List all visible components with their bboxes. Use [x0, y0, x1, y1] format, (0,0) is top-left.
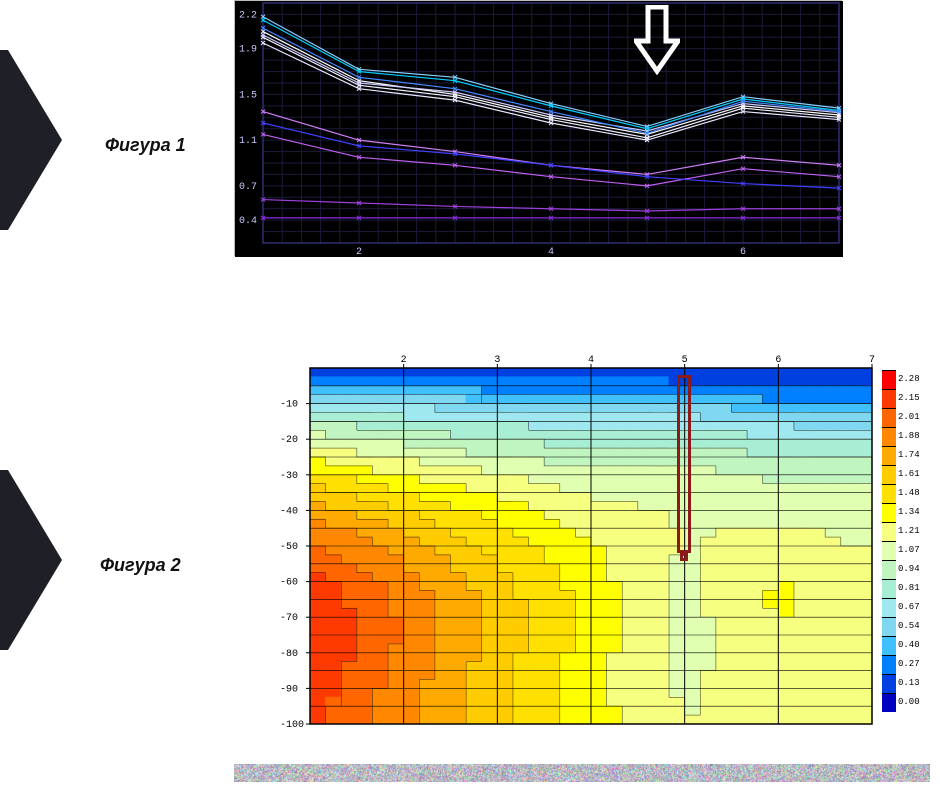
figure2-chart: 234567-10-20-30-40-50-60-70-80-90-100 2.…: [268, 350, 928, 730]
svg-text:1.5: 1.5: [239, 90, 257, 101]
svg-text:2.2: 2.2: [239, 10, 257, 21]
svg-text:1.1: 1.1: [239, 136, 257, 147]
svg-text:0.7: 0.7: [239, 182, 257, 193]
figure1-svg: 0.4 0.7 1.1 1.5 1.9 2.2 2 4 6: [235, 1, 843, 257]
legend-value: 1.21: [896, 527, 920, 536]
svg-text:-40: -40: [280, 506, 298, 517]
figure2-label: Фигура 2: [100, 555, 181, 576]
svg-text:-20: -20: [280, 435, 298, 446]
svg-text:-80: -80: [280, 649, 298, 660]
legend-value: 1.34: [896, 508, 920, 517]
svg-text:-100: -100: [280, 720, 304, 730]
svg-text:2: 2: [356, 247, 362, 257]
legend-value: 1.88: [896, 432, 920, 441]
legend-value: 0.00: [896, 698, 920, 707]
svg-text:-30: -30: [280, 471, 298, 482]
legend-value: 2.01: [896, 413, 920, 422]
noise-strip: [234, 764, 930, 782]
legend-value: 1.74: [896, 451, 920, 460]
legend-value: 0.94: [896, 565, 920, 574]
figure2-svg: 234567-10-20-30-40-50-60-70-80-90-100: [268, 350, 878, 730]
legend-value: 1.07: [896, 546, 920, 555]
svg-text:4: 4: [548, 247, 554, 257]
svg-text:-50: -50: [280, 542, 298, 553]
legend-value: 2.28: [896, 375, 920, 384]
svg-text:-60: -60: [280, 578, 298, 589]
svg-text:-70: -70: [280, 613, 298, 624]
legend-value: 0.13: [896, 679, 920, 688]
legend-value: 2.15: [896, 394, 920, 403]
color-legend: 2.28 2.15 2.01 1.88 1.74 1.61 1.48 1.34 1.21 1.07…: [882, 370, 928, 712]
legend-value: 0.54: [896, 622, 920, 631]
legend-value: 1.48: [896, 489, 920, 498]
legend-value: 0.81: [896, 584, 920, 593]
legend-value: 0.67: [896, 603, 920, 612]
svg-text:6: 6: [740, 247, 746, 257]
legend-value: 0.27: [896, 660, 920, 669]
figure1-label: Фигура 1: [105, 135, 186, 156]
legend-value: 0.40: [896, 641, 920, 650]
svg-text:1.9: 1.9: [239, 45, 257, 56]
svg-text:-10: -10: [280, 400, 298, 411]
svg-text:0.4: 0.4: [239, 216, 257, 227]
svg-text:-90: -90: [280, 684, 298, 695]
figure1-chart: 0.4 0.7 1.1 1.5 1.9 2.2 2 4 6: [234, 0, 842, 256]
legend-value: 1.61: [896, 470, 920, 479]
